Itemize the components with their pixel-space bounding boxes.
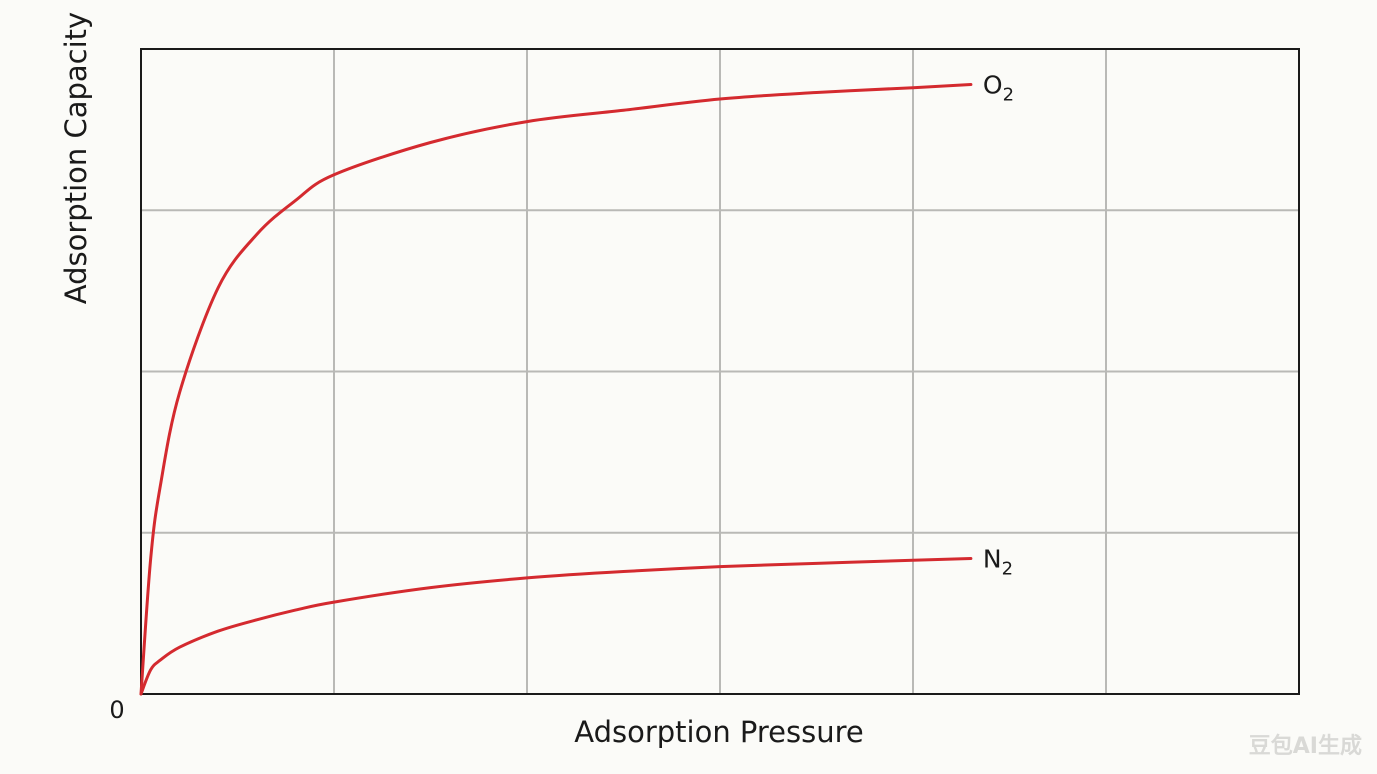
- series-label-o2: O2: [983, 70, 1014, 105]
- series-layer: O2 N2: [139, 70, 1014, 696]
- y-axis-label: Adsorption Capacity: [59, 12, 93, 304]
- series-line-o2: [139, 83, 973, 696]
- plot-frame: [140, 48, 1300, 695]
- watermark-text: 豆包AI生成: [1249, 733, 1362, 759]
- series-line-n2: [139, 557, 973, 696]
- grid: [141, 49, 1299, 694]
- x-axis-label: Adsorption Pressure: [574, 715, 864, 749]
- origin-label: 0: [109, 696, 124, 724]
- series-label-n2: N2: [983, 545, 1013, 580]
